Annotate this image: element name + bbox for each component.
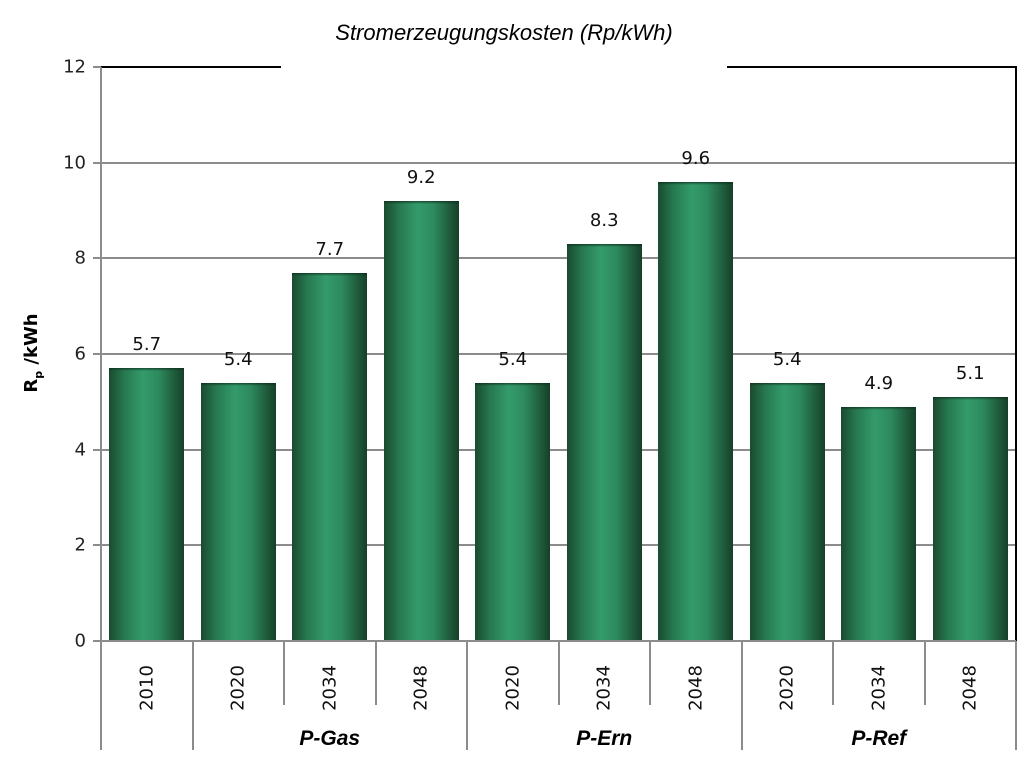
y-tick-label: 12	[63, 56, 86, 78]
x-axis-line	[93, 640, 1016, 642]
category-year-label: 2048	[959, 665, 981, 711]
group-divider	[191, 641, 194, 750]
y-axis-label-main: R	[21, 378, 43, 393]
value-label: 4.9	[864, 372, 894, 394]
value-label: 9.6	[681, 147, 711, 169]
bar	[109, 368, 185, 641]
category-divider	[649, 641, 651, 705]
category-year-label: 2048	[685, 665, 707, 711]
value-label: 9.2	[406, 166, 436, 188]
category-label: 2034	[864, 648, 894, 728]
plot-border-top-right	[727, 66, 1016, 68]
value-label: 5.1	[955, 363, 985, 385]
value-label: 5.4	[498, 348, 528, 370]
gridline	[93, 448, 1016, 451]
y-tick-label: 10	[63, 152, 86, 174]
category-year-label: 2020	[227, 665, 249, 711]
bar	[932, 397, 1008, 641]
category-label: 2020	[223, 648, 253, 728]
bar	[749, 382, 825, 641]
value-label: 7.7	[315, 238, 345, 260]
value-label: 8.3	[589, 209, 619, 231]
y-tick-label: 6	[74, 343, 86, 365]
bar	[658, 181, 734, 641]
category-label: 2010	[132, 648, 162, 728]
group-divider	[466, 641, 468, 750]
plot-border-right	[1015, 66, 1017, 642]
value-label: 5.4	[772, 348, 802, 370]
tick-mark	[93, 66, 101, 68]
category-label: 2020	[772, 648, 802, 728]
bar	[200, 382, 276, 641]
y-axis-line	[100, 67, 102, 750]
bar	[383, 200, 459, 641]
gridline	[93, 161, 1016, 164]
category-divider	[283, 641, 285, 705]
category-divider	[557, 641, 560, 705]
category-label: 2048	[406, 648, 436, 728]
y-tick-label: 2	[74, 534, 86, 556]
bar	[841, 406, 917, 641]
group-label: P-Gas	[299, 727, 361, 750]
category-divider	[374, 641, 377, 705]
gridline	[93, 544, 1016, 547]
category-year-label: 2048	[410, 665, 432, 711]
bar	[566, 243, 642, 641]
category-label: 2048	[955, 648, 985, 728]
category-label: 2034	[315, 648, 345, 728]
category-year-label: 2034	[868, 665, 890, 711]
value-label: 5.7	[132, 334, 162, 356]
group-label: P-Ref	[851, 727, 907, 750]
plot-border-top-left	[101, 66, 281, 68]
category-year-label: 2034	[593, 665, 615, 711]
gridline	[93, 257, 1016, 260]
value-label: 5.4	[223, 348, 253, 370]
y-tick-label: 0	[74, 630, 86, 652]
category-year-label: 2010	[136, 665, 158, 711]
category-year-label: 2020	[502, 665, 524, 711]
group-divider	[740, 641, 743, 750]
category-year-label: 2020	[776, 665, 798, 711]
group-label: P-Ern	[576, 727, 633, 750]
gridline	[93, 353, 1016, 355]
bar	[292, 272, 368, 641]
group-divider	[1015, 641, 1017, 750]
y-tick-label: 4	[74, 439, 86, 461]
category-divider	[923, 641, 926, 705]
category-label: 2020	[498, 648, 528, 728]
category-label: 2048	[681, 648, 711, 728]
y-tick-label: 8	[74, 247, 86, 269]
category-year-label: 2034	[319, 665, 341, 711]
bar	[475, 382, 551, 641]
category-label: 2034	[589, 648, 619, 728]
category-divider	[832, 641, 834, 705]
y-axis-label-sub: p	[31, 370, 45, 379]
chart-title: Stromerzeugungskosten (Rp/kWh)	[335, 20, 673, 45]
